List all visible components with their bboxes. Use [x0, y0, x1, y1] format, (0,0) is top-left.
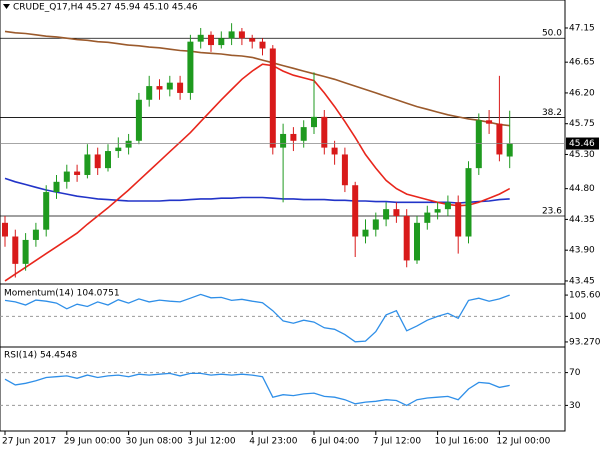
candle-body [465, 168, 472, 237]
candle-body [22, 239, 29, 264]
candle-body [455, 202, 462, 237]
candle-body [156, 86, 163, 90]
candle-body [352, 185, 359, 237]
y-tick-label: 44.35 [569, 215, 595, 225]
candle-body [166, 82, 173, 90]
moving-average [4, 177, 510, 204]
candle-body [259, 41, 266, 49]
candle-body [208, 34, 214, 46]
candle-body [115, 147, 122, 152]
x-tick-label: 6 Jul 04:00 [311, 437, 360, 447]
indicator-line [4, 372, 510, 407]
candle-body [197, 34, 204, 42]
moving-average [4, 30, 510, 127]
y-tick-label: 46.20 [569, 88, 595, 98]
x-tick-label: 3 Jul 12:00 [187, 437, 236, 447]
fib-label: 23.6 [542, 206, 562, 216]
y-tick-label: 47.15 [569, 23, 595, 33]
candle-body [362, 229, 369, 237]
fib-label: 38.2 [542, 108, 562, 118]
y-tick-label: 100 [569, 312, 586, 322]
indicator-title: Momentum(14) 104.0751 [4, 289, 120, 299]
candle-body [32, 229, 39, 240]
x-tick-label: 27 Jun 2017 [2, 437, 56, 447]
y-tick-label: 45.30 [569, 150, 595, 160]
candle-body [94, 154, 101, 169]
candle-body [383, 209, 390, 220]
x-tick-label: 12 Jul 00:00 [496, 437, 550, 447]
candle-body [434, 209, 441, 213]
candle-body [12, 236, 19, 264]
candle-body [125, 140, 132, 148]
chart-title: CRUDE_Q17,H4 45.27 45.94 45.10 45.46 [13, 3, 198, 13]
x-tick-label: 30 Jun 08:00 [126, 437, 183, 447]
symbol-icon [3, 4, 10, 9]
candle-body [74, 171, 81, 175]
candle-body [84, 154, 91, 175]
candle-body [105, 151, 111, 169]
y-tick-label: 70 [569, 368, 581, 378]
y-tick-label: 105.6089 [569, 291, 600, 301]
candle-body [444, 202, 451, 210]
candle-body [393, 209, 400, 216]
last-price-box [566, 137, 599, 150]
x-tick-label: 29 Jun 00:00 [64, 437, 121, 447]
candle-body [403, 215, 410, 261]
moving-average [4, 63, 511, 282]
candle-body [496, 123, 503, 155]
y-tick-label: 43.90 [569, 246, 595, 256]
candle-body [238, 31, 245, 39]
candle-body [218, 38, 225, 46]
candle-body [321, 116, 328, 148]
candle-body [290, 133, 297, 141]
candle-body [475, 120, 482, 169]
candle-body [341, 154, 348, 186]
y-tick-label: 44.80 [569, 184, 595, 194]
fib-label: 50.0 [542, 29, 562, 39]
candle-body [311, 116, 317, 128]
candle-body [280, 133, 287, 148]
candle-body [300, 127, 307, 141]
candle-body [228, 31, 235, 39]
candle-body [424, 212, 431, 223]
candle-body [43, 192, 50, 230]
candle-body [506, 143, 513, 157]
candle-body [135, 99, 142, 141]
candle-body [372, 219, 379, 230]
candle-body [2, 222, 8, 237]
x-tick-label: 4 Jul 23:00 [249, 437, 298, 447]
y-tick-label: 45.75 [569, 119, 595, 129]
candle-body [177, 82, 184, 93]
x-tick-label: 10 Jul 16:00 [435, 437, 489, 447]
candle-body [414, 222, 420, 261]
candle-body [146, 86, 153, 100]
candle-body [331, 147, 338, 155]
x-tick-label: 7 Jul 12:00 [373, 437, 422, 447]
y-tick-label: 30 [569, 401, 581, 411]
candle-body [53, 181, 60, 193]
last-price-label: 45.46 [569, 139, 595, 149]
y-tick-label: 46.65 [569, 58, 595, 68]
candle-body [486, 120, 493, 124]
candle-body [63, 171, 70, 182]
indicator-line [4, 293, 510, 343]
y-tick-label: 43.45 [569, 276, 595, 286]
candle-body [187, 41, 194, 93]
indicator-title: RSI(14) 54.4548 [4, 351, 77, 361]
y-tick-label: 93.2703 [569, 337, 600, 347]
candle-body [269, 48, 276, 148]
candle-body [249, 38, 256, 42]
